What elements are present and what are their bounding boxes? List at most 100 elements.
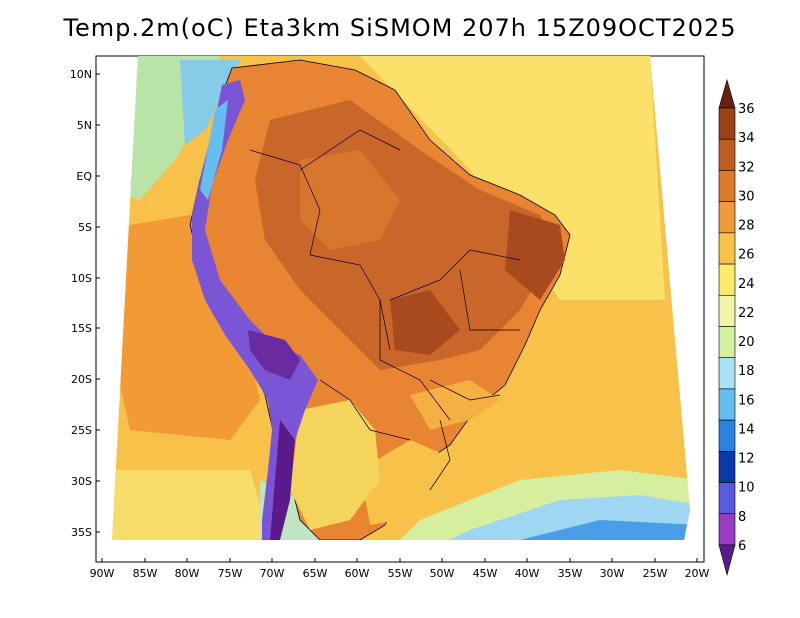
lon-tick: 55W: [388, 558, 413, 580]
atlantic-warm-region: [360, 56, 665, 300]
lon-label: 25W: [643, 567, 668, 580]
lon-tick: 45W: [473, 558, 498, 580]
lat-tick: 10N: [70, 68, 100, 81]
lat-label: 35S: [71, 526, 92, 539]
colorbar-swatch: [718, 232, 736, 265]
lon-tick: 70W: [260, 558, 285, 580]
colorbar-swatch: [718, 482, 736, 515]
pacific-cooler-strip: [180, 60, 240, 145]
center-west-very-hot: [390, 290, 460, 355]
colorbar-label: 12: [738, 452, 755, 467]
lat-label: 25S: [71, 424, 92, 437]
colorbar-swatch: [718, 513, 736, 546]
colorbar-min-arrow: [718, 544, 736, 577]
colorbar-label: 24: [738, 277, 755, 292]
lat-tick: EQ: [76, 170, 100, 183]
map-title: Temp.2m(oC) Eta3km SiSMOM 207h 15Z09OCT2…: [63, 14, 737, 42]
colorbar-swatch: [718, 170, 736, 202]
colorbar-swatch: [718, 107, 736, 140]
lat-tick: 30S: [71, 475, 100, 488]
lon-tick: 20W: [685, 558, 710, 580]
colorbar-label: 34: [738, 131, 755, 146]
lon-label: 85W: [133, 567, 158, 580]
colorbar-swatch: [718, 201, 736, 234]
lon-label: 75W: [218, 567, 243, 580]
temperature-field: [112, 56, 690, 540]
lat-label: EQ: [76, 170, 92, 183]
colorbar-swatch: [718, 357, 736, 390]
lat-label: 5S: [78, 221, 92, 234]
lon-tick: 30W: [600, 558, 625, 580]
lat-tick: 5S: [78, 221, 100, 234]
colorbar-label: 8: [738, 510, 746, 525]
lon-label: 50W: [430, 567, 455, 580]
colorbar-label: 10: [738, 481, 755, 496]
lat-label: 10S: [71, 272, 92, 285]
south-pacific-region: [112, 470, 270, 540]
argentina-region: [290, 400, 380, 530]
lon-tick: 90W: [90, 558, 115, 580]
colorbar-label: 26: [738, 248, 755, 263]
lat-label: 15S: [71, 322, 92, 335]
lat-label: 30S: [71, 475, 92, 488]
lat-tick: 35S: [71, 526, 100, 539]
colorbar-label: 22: [738, 306, 755, 321]
lon-label: 35W: [558, 567, 583, 580]
lon-tick: 50W: [430, 558, 455, 580]
lon-label: 40W: [515, 567, 540, 580]
longitude-axis: 90W 85W 80W 75W 70W 65W 60W 55W 50W 45W …: [90, 558, 710, 580]
lon-label: 60W: [345, 567, 370, 580]
lon-tick: 85W: [133, 558, 158, 580]
lon-label: 80W: [175, 567, 200, 580]
lon-tick: 35W: [558, 558, 583, 580]
colorbar-swatch: [718, 419, 736, 452]
altiplano: [248, 330, 300, 380]
lon-label: 55W: [388, 567, 413, 580]
colorbar-swatches: [718, 107, 736, 546]
colorbar-swatch: [718, 138, 736, 171]
south-atlantic-blue-band: [400, 495, 690, 540]
lon-label: 45W: [473, 567, 498, 580]
colorbar-swatch: [718, 326, 736, 359]
colorbar-swatch: [718, 294, 736, 327]
lat-label: 10N: [70, 68, 92, 81]
colorbar-label: 14: [738, 422, 755, 437]
southeast-region: [410, 380, 500, 430]
lon-tick: 65W: [303, 558, 328, 580]
lon-label: 30W: [600, 567, 625, 580]
colorbar-max-arrow: [718, 78, 736, 109]
colorbar-swatch: [718, 451, 736, 483]
colorbar-label: 32: [738, 160, 755, 175]
lon-label: 65W: [303, 567, 328, 580]
colorbar-label: 30: [738, 189, 755, 204]
colorbar: 36 34 32 30 28 26 24 22 20 18 16 14 12 10 8 6: [718, 78, 755, 577]
lat-label: 5N: [77, 119, 92, 132]
colorbar-swatch: [718, 388, 736, 421]
lat-tick: 5N: [77, 119, 100, 132]
northern-andes-cool: [200, 100, 228, 200]
colorbar-label: 6: [738, 539, 746, 554]
amazon-region: [300, 150, 400, 250]
lat-label: 20S: [71, 373, 92, 386]
lon-label: 20W: [685, 567, 710, 580]
political-borders: [249, 129, 521, 491]
colorbar-label: 18: [738, 364, 755, 379]
colorbar-label: 28: [738, 219, 755, 234]
lon-tick: 25W: [643, 558, 668, 580]
colorbar-label: 36: [738, 102, 755, 117]
latitude-axis: 10N 5N EQ 5S 10S 15S 20S 25S 30S 35S: [70, 68, 100, 539]
lon-label: 70W: [260, 567, 285, 580]
northeast-very-hot: [505, 210, 565, 300]
colorbar-label: 16: [738, 393, 755, 408]
south-atlantic-cold-band: [440, 520, 690, 540]
lat-tick: 10S: [71, 272, 100, 285]
colorbar-swatch: [718, 263, 736, 296]
lat-tick: 25S: [71, 424, 100, 437]
colorbar-labels: 36 34 32 30 28 26 24 22 20 18 16 14 12 10 8 6: [738, 102, 755, 554]
lat-tick: 20S: [71, 373, 100, 386]
lon-tick: 60W: [345, 558, 370, 580]
southern-andes: [270, 420, 295, 540]
colorbar-label: 20: [738, 335, 755, 350]
lon-tick: 80W: [175, 558, 200, 580]
